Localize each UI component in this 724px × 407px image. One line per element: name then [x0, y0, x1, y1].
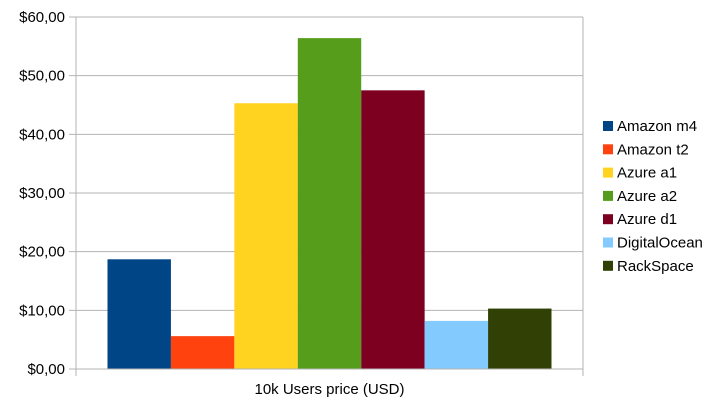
bar-rackspace	[488, 308, 552, 369]
legend-label: Azure a1	[617, 165, 677, 182]
legend-swatch	[603, 190, 613, 201]
legend-swatch	[603, 121, 613, 131]
bar-amazon-t2	[170, 336, 235, 369]
y-tick-label: $10,00	[19, 302, 65, 319]
legend-swatch	[603, 144, 613, 155]
legend-label: Azure d1	[617, 211, 677, 228]
legend-label: Amazon t2	[617, 141, 689, 158]
legend-label: Amazon m4	[617, 118, 697, 135]
bar-azure-a2	[297, 38, 362, 370]
y-tick-label: $60,00	[19, 9, 65, 26]
x-axis: 10k Users price (USD)	[254, 381, 404, 398]
legend-swatch	[603, 260, 613, 271]
plot-frame	[69, 17, 584, 376]
legend-swatch	[603, 237, 613, 248]
bar-azure-d1	[361, 90, 425, 369]
y-tick-label: $40,00	[19, 126, 65, 143]
legend-swatch	[603, 167, 613, 178]
y-tick-label: $0,00	[27, 361, 65, 378]
y-axis: $0,00 $10,00 $20,00 $30,00 $40,00 $50,00 $60,0…	[19, 9, 65, 378]
y-tick-label: $20,00	[19, 244, 65, 261]
bars	[107, 38, 552, 370]
bar-azure-a1	[234, 103, 298, 370]
bar-digitalocean	[424, 320, 489, 369]
bar-amazon-m4	[107, 259, 171, 369]
legend-label: DigitalOcean	[617, 235, 703, 252]
y-tick-label: $30,00	[19, 185, 65, 202]
x-tick-label: 10k Users price (USD)	[254, 381, 404, 398]
legend: Amazon m4 Amazon t2 Azure a1 Azure a2 Azure …	[603, 118, 703, 275]
y-tick-label: $50,00	[19, 68, 65, 85]
legend-label: Azure a2	[617, 188, 677, 205]
legend-swatch	[603, 214, 613, 225]
legend-label: RackSpace	[617, 258, 694, 275]
